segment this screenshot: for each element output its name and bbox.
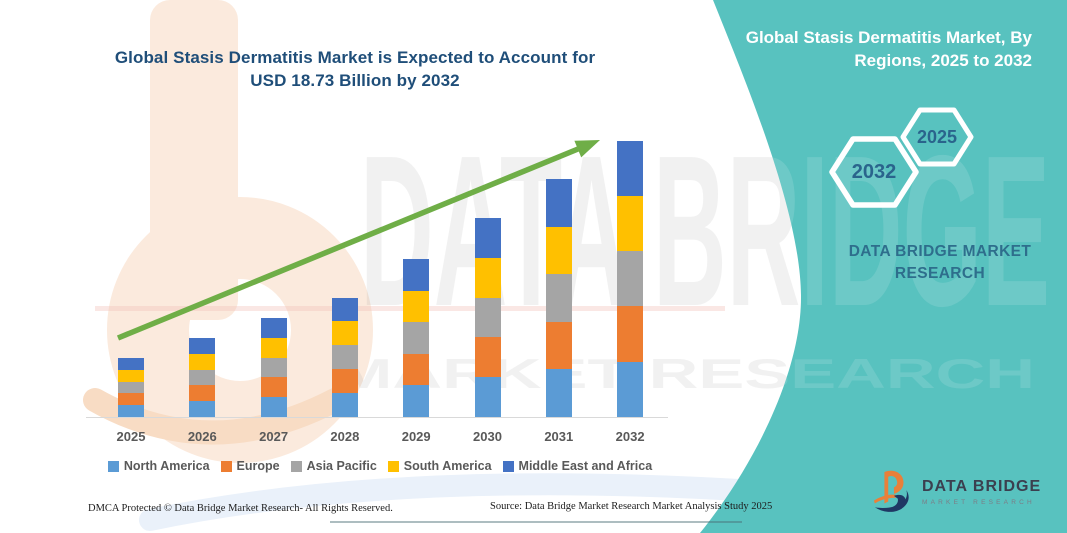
bar-2032 (617, 140, 644, 417)
bar-segment-asia-pacific (545, 274, 572, 322)
legend-item-label: North America (123, 459, 210, 473)
bar-segment-middle-east-and-africa (331, 297, 358, 322)
bar-segment-south-america (331, 321, 358, 346)
bar-segment-south-america (260, 337, 287, 358)
legend-item-asia-pacific: Asia Pacific (290, 459, 377, 473)
bar-segment-middle-east-and-africa (617, 140, 644, 196)
legend-item-label: Middle East and Africa (518, 459, 653, 473)
hexagon-2032 (829, 136, 919, 208)
bar-segment-europe (617, 306, 644, 362)
legend-item-middle-east-and-africa: Middle East and Africa (502, 459, 653, 473)
legend-swatch-icon (290, 460, 302, 472)
bar-segment-asia-pacific (118, 381, 144, 394)
x-axis-label-2028: 2028 (330, 429, 360, 444)
bar-segment-europe (118, 393, 144, 406)
legend-item-label: Asia Pacific (306, 459, 377, 473)
legend-item-label: Europe (236, 459, 280, 473)
hexagon-2025 (900, 107, 974, 167)
legend-swatch-icon (220, 460, 232, 472)
legend: North America Europe Asia Pacific South Ame… (80, 459, 680, 473)
bar-segment-europe (545, 321, 572, 370)
x-axis-label-2026: 2026 (187, 429, 217, 444)
legend-swatch-icon (387, 460, 399, 472)
bar-segment-europe (260, 377, 287, 398)
bar-2025 (118, 358, 144, 417)
x-axis-label-2031: 2031 (544, 429, 574, 444)
bar-segment-north-america (403, 385, 430, 417)
data-bridge-logo: DATA BRIDGE MARKET RESEARCH (872, 469, 1041, 515)
bar-segment-south-america (118, 369, 144, 382)
bar-2029 (403, 259, 430, 417)
x-axis-label-2032: 2032 (615, 429, 645, 444)
logo-subtitle: MARKET RESEARCH (922, 499, 1035, 506)
bar-segment-middle-east-and-africa (189, 338, 216, 354)
data-bridge-b-icon (873, 470, 909, 512)
bar-segment-asia-pacific (474, 297, 501, 338)
bar-segment-north-america (545, 369, 572, 417)
bar-segment-asia-pacific (617, 251, 644, 307)
bar-segment-north-america (474, 377, 501, 417)
bar-segment-europe (331, 369, 358, 394)
bar-segment-middle-east-and-africa (260, 318, 287, 338)
bar-2026 (189, 338, 216, 417)
hex-year-2032: 2032 (851, 161, 897, 183)
bar-segment-south-america (617, 195, 644, 252)
bar-segment-europe (474, 337, 501, 378)
bar-segment-north-america (189, 401, 216, 417)
bar-segment-middle-east-and-africa (545, 178, 572, 227)
legend-item-north-america: North America (107, 459, 210, 473)
panel-title: Global Stasis Dermatitis Market, By Regi… (745, 28, 1032, 70)
logo-title: DATA BRIDGE (922, 478, 1042, 495)
x-axis-label-2029: 2029 (401, 429, 431, 444)
bar-segment-north-america (331, 393, 358, 417)
bar-segment-asia-pacific (403, 322, 430, 354)
bar-segment-middle-east-and-africa (403, 259, 430, 291)
bar-segment-north-america (118, 405, 144, 417)
legend-swatch-icon (502, 460, 514, 472)
bar-segment-south-america (189, 353, 216, 370)
dmca-text: DMCA Protected © Data Bridge Market Rese… (88, 503, 393, 514)
legend-swatch-icon (107, 460, 119, 472)
hex-year-2025: 2025 (916, 127, 958, 147)
bar-segment-south-america (474, 257, 501, 298)
bar-segment-middle-east-and-africa (474, 218, 501, 258)
bar-2030 (474, 218, 501, 417)
bar-segment-europe (189, 385, 216, 402)
x-axis-line (86, 417, 668, 418)
bar-segment-middle-east-and-africa (118, 358, 144, 370)
chart-title: Global Stasis Dermatitis Market is Expec… (114, 48, 596, 90)
legend-item-europe: Europe (220, 459, 280, 473)
footer-rule (330, 521, 742, 523)
x-axis-label-2025: 2025 (116, 429, 146, 444)
bar-segment-asia-pacific (189, 369, 216, 386)
x-axis-label-2030: 2030 (473, 429, 502, 444)
bar-segment-south-america (545, 226, 572, 275)
teal-panel-shape (700, 0, 1067, 533)
bar-2031 (545, 178, 572, 417)
source-text: Source: Data Bridge Market Research Mark… (490, 501, 773, 512)
bar-segment-europe (403, 353, 430, 386)
panel-brand-text: DATA BRIDGE MARKET RESEARCH (848, 243, 1032, 282)
bar-segment-north-america (260, 397, 287, 417)
x-axis-label-2027: 2027 (259, 429, 289, 444)
bar-2028 (331, 297, 358, 417)
bar-segment-asia-pacific (331, 345, 358, 370)
bar-segment-south-america (403, 290, 430, 323)
legend-item-label: South America (403, 459, 492, 473)
trend-arrow-head (574, 140, 600, 158)
legend-item-south-america: South America (387, 459, 492, 473)
bar-2027 (260, 318, 287, 417)
bar-segment-asia-pacific (260, 357, 287, 378)
bar-segment-north-america (617, 361, 644, 417)
